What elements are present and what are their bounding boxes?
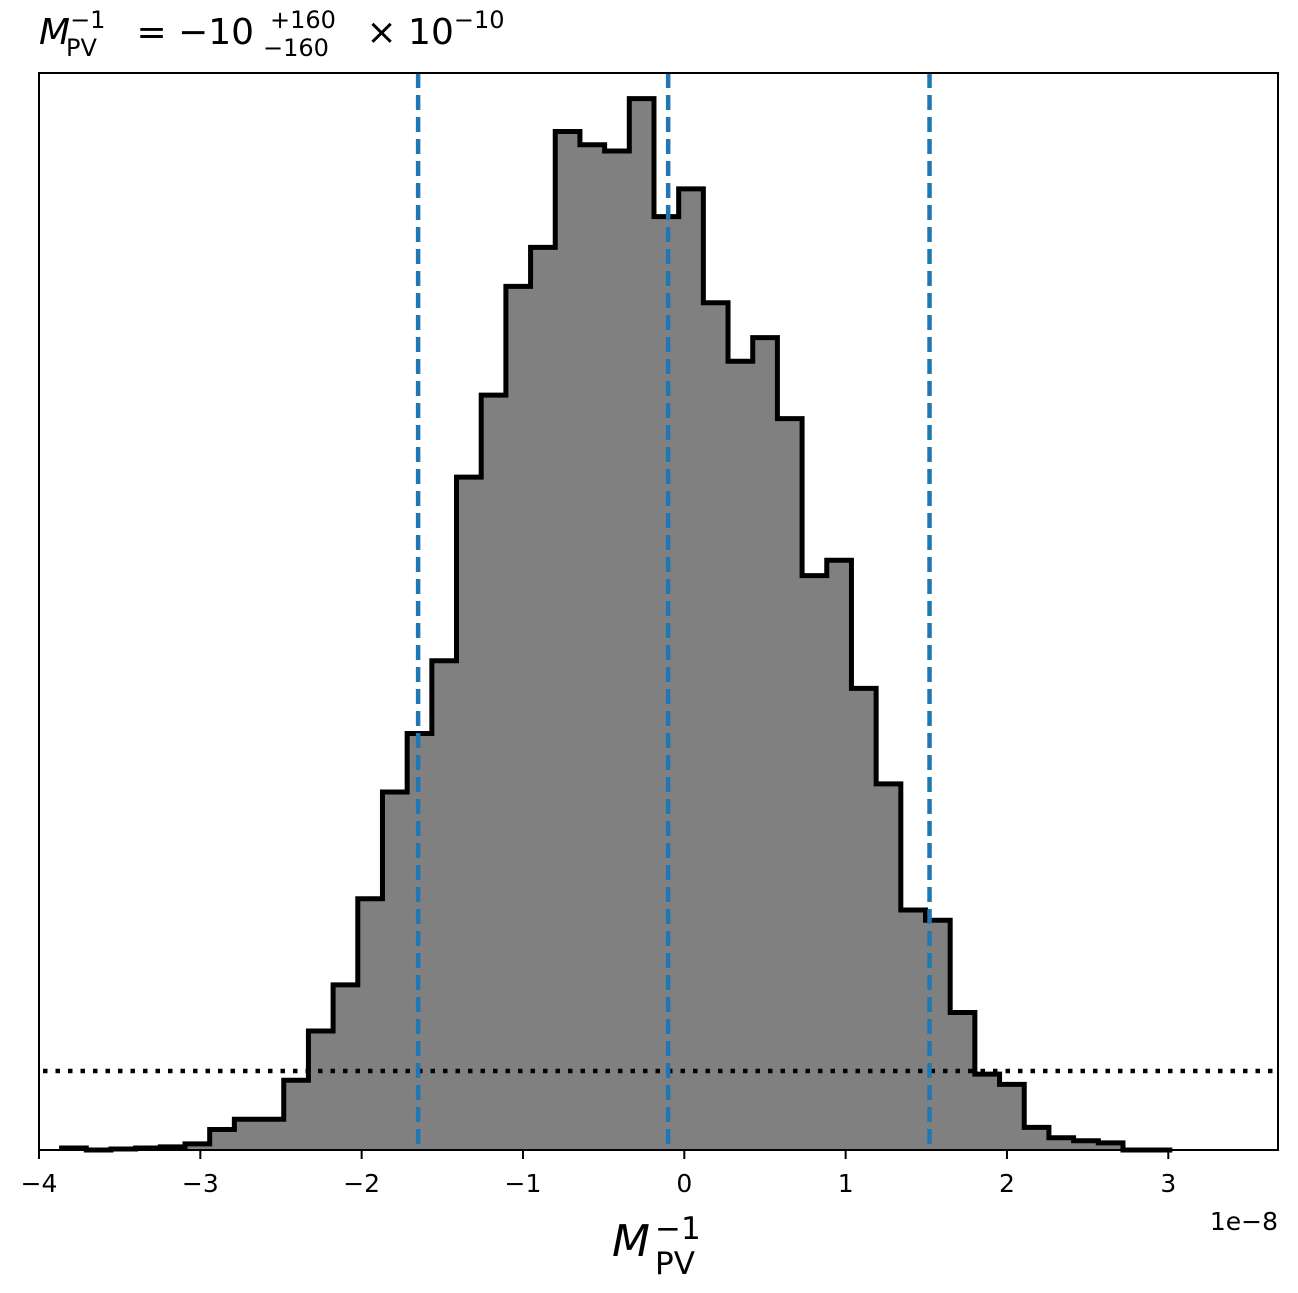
- xlabel-symbol: M: [612, 1216, 650, 1267]
- x-tick-label: −4: [21, 1169, 58, 1198]
- histogram-bar: [1098, 1142, 1123, 1150]
- quantile-lines: [415, 73, 932, 1150]
- histogram-bar: [777, 418, 803, 1150]
- x-tick-label: −2: [343, 1169, 380, 1198]
- title-error-minus: −160: [263, 34, 329, 62]
- histogram-bar: [505, 286, 531, 1150]
- x-axis-label: M −1 PV: [612, 1211, 701, 1282]
- histogram-bars: [61, 98, 1123, 1151]
- xlabel-superscript: −1: [655, 1211, 701, 1247]
- histogram-bar: [629, 98, 654, 1151]
- x-tick-label: 1: [838, 1169, 854, 1198]
- histogram-bar: [431, 660, 457, 1150]
- histogram-bar: [950, 1012, 975, 1150]
- histogram-bar: [974, 1074, 1000, 1150]
- histogram-bar: [382, 792, 408, 1150]
- x-tick-label: 0: [676, 1169, 692, 1198]
- title-subscript: PV: [66, 34, 97, 62]
- histogram-bar: [530, 247, 556, 1150]
- histogram-bar: [703, 302, 729, 1150]
- title-exponent: −10: [454, 6, 505, 34]
- title-error-plus: +160: [270, 6, 336, 34]
- histogram-bar: [456, 477, 482, 1150]
- x-axis-ticks: −4 −3 −2 −1 0 1 2 3: [21, 1150, 1176, 1198]
- histogram-bar: [900, 909, 926, 1150]
- histogram-bar: [728, 361, 753, 1150]
- histogram-bar: [185, 1143, 210, 1150]
- title-times: × 10: [355, 12, 454, 53]
- histogram-bar: [752, 337, 778, 1150]
- histogram-bar: [851, 688, 877, 1150]
- histogram-bar: [999, 1084, 1025, 1150]
- histogram-bar: [678, 188, 704, 1151]
- x-tick-label: −3: [182, 1169, 219, 1198]
- title-superscript: −1: [70, 6, 105, 34]
- title-symbol: M: [39, 12, 70, 53]
- histogram-bar: [1048, 1137, 1074, 1150]
- histogram-bar: [1024, 1127, 1049, 1150]
- histogram-bar: [259, 1119, 284, 1150]
- histogram-bar: [826, 560, 852, 1150]
- x-tick-label: −1: [505, 1169, 542, 1198]
- chart-title: M−1 PV = −10 +160 −160 × 10−10: [39, 6, 505, 62]
- histogram-bar: [481, 395, 506, 1150]
- title-equation: = −10: [125, 12, 254, 53]
- x-tick-label: 2: [999, 1169, 1015, 1198]
- histogram-bar: [802, 575, 827, 1150]
- histogram-bar: [283, 1080, 309, 1150]
- plot-area: [43, 73, 1274, 1153]
- axes-frame: [38, 72, 1279, 1151]
- x-offset-text: 1e−8: [1210, 1207, 1278, 1236]
- histogram-bar: [234, 1119, 260, 1150]
- histogram-bar: [604, 150, 630, 1150]
- histogram-bar: [579, 144, 605, 1151]
- histogram-bar: [333, 984, 358, 1150]
- histogram-bar: [308, 1031, 334, 1150]
- histogram-bar: [1073, 1140, 1099, 1150]
- histogram-bar: [555, 131, 580, 1151]
- histogram-bar: [357, 898, 383, 1150]
- xlabel-subscript: PV: [655, 1246, 695, 1282]
- x-tick-label: 3: [1160, 1169, 1176, 1198]
- histogram-bar: [876, 783, 901, 1150]
- histogram-outline: [59, 96, 1173, 1153]
- histogram-bar: [209, 1129, 235, 1150]
